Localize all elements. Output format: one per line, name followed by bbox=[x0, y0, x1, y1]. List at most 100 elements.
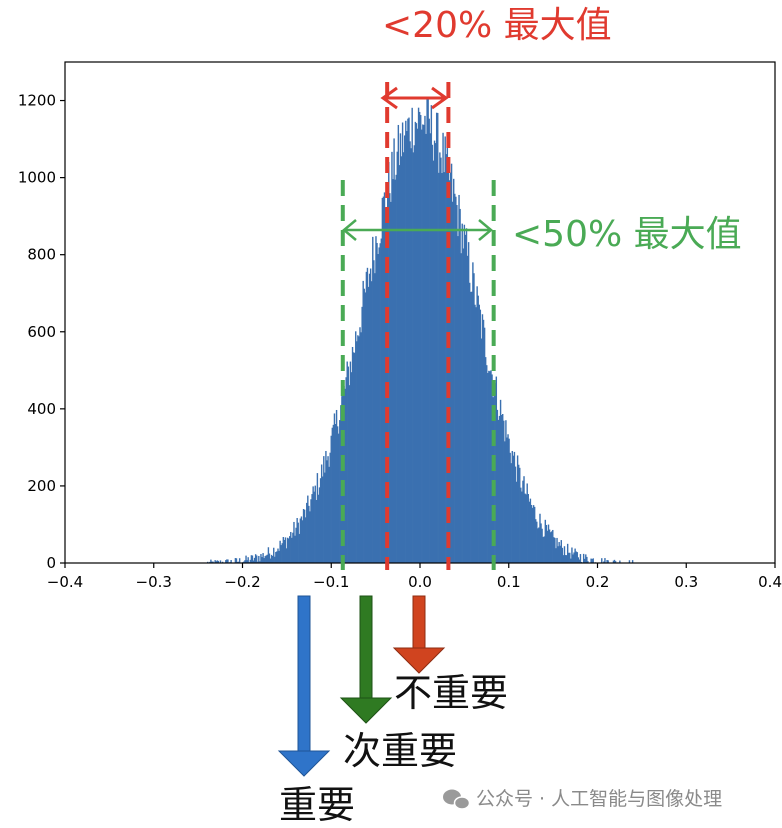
histogram-bar bbox=[451, 201, 454, 563]
histogram-bar bbox=[466, 255, 469, 563]
histogram-bar bbox=[244, 560, 246, 563]
histogram-bar bbox=[320, 464, 323, 563]
histogram-bar bbox=[500, 414, 503, 563]
histogram-bar bbox=[424, 115, 426, 564]
histogram-bar bbox=[400, 156, 403, 563]
histogram-bar bbox=[269, 558, 272, 563]
histogram-bar bbox=[364, 292, 367, 563]
histogram-bar bbox=[278, 550, 280, 563]
histogram-bar bbox=[513, 451, 516, 563]
histogram-bar bbox=[546, 530, 549, 563]
histogram-bar bbox=[536, 521, 538, 563]
histogram-bar bbox=[576, 552, 578, 563]
y-tick-label: 600 bbox=[27, 323, 56, 341]
histogram-bar bbox=[382, 196, 385, 563]
histogram-bar bbox=[556, 537, 558, 563]
histogram-bar bbox=[243, 561, 245, 563]
histogram-bar bbox=[401, 122, 404, 564]
histogram-bar bbox=[334, 424, 337, 563]
histogram-bar bbox=[545, 524, 548, 563]
x-tick-label: 0.2 bbox=[586, 573, 610, 591]
histogram-bar bbox=[306, 502, 308, 563]
histogram-bar bbox=[253, 557, 256, 563]
histogram-bar bbox=[276, 551, 278, 563]
histogram-bar bbox=[504, 441, 506, 563]
histogram-bar bbox=[555, 548, 557, 563]
histogram-bar bbox=[366, 267, 369, 563]
histogram-bar bbox=[454, 193, 456, 563]
histogram-bar bbox=[262, 553, 264, 563]
histogram-bar bbox=[514, 466, 517, 563]
histogram-bar bbox=[604, 558, 606, 563]
histogram-bar bbox=[279, 540, 281, 563]
histogram-bar bbox=[559, 545, 561, 563]
histogram-bar bbox=[390, 201, 392, 563]
histogram-bar bbox=[254, 554, 257, 563]
histogram-bar bbox=[442, 132, 444, 564]
histogram-bar bbox=[547, 524, 550, 563]
histogram-bar bbox=[476, 286, 478, 563]
y-tick-label: 1200 bbox=[18, 92, 56, 110]
histogram-bar bbox=[227, 559, 229, 563]
histogram-bar bbox=[397, 124, 400, 564]
histogram-bar bbox=[393, 138, 395, 564]
histogram-bar bbox=[381, 197, 384, 563]
histogram-bar bbox=[537, 528, 539, 563]
histogram-bar bbox=[301, 520, 304, 563]
y-tick-label: 0 bbox=[46, 554, 56, 572]
histogram-bar bbox=[438, 172, 440, 563]
histogram-bar bbox=[506, 437, 508, 563]
histogram-bar bbox=[494, 383, 496, 563]
histogram-bar bbox=[486, 365, 488, 563]
histogram-bar bbox=[543, 536, 545, 563]
histogram-bar bbox=[422, 124, 424, 563]
histogram-bar bbox=[291, 537, 293, 563]
y-tick-label: 800 bbox=[27, 246, 56, 264]
histogram-bar bbox=[247, 557, 249, 563]
histogram-bar bbox=[311, 494, 313, 563]
histogram-bar bbox=[560, 540, 562, 563]
histogram-bar bbox=[524, 493, 526, 563]
histogram-bar bbox=[529, 498, 532, 563]
histogram-bar bbox=[300, 516, 303, 563]
histogram-bar bbox=[521, 491, 523, 563]
histogram-bar bbox=[613, 559, 616, 563]
x-tick-label: 0.4 bbox=[758, 573, 782, 591]
histogram-bar bbox=[606, 560, 608, 563]
histogram-bar bbox=[246, 560, 248, 563]
histogram-bar bbox=[458, 194, 460, 563]
histogram-bar bbox=[268, 553, 271, 563]
histogram-bar bbox=[333, 413, 336, 563]
histogram-bar bbox=[270, 554, 273, 563]
histogram-bar bbox=[507, 434, 509, 563]
x-tick-label: −0.4 bbox=[47, 573, 83, 591]
histogram-bar bbox=[211, 561, 213, 563]
histogram-bar bbox=[510, 463, 512, 563]
histogram-bar bbox=[554, 537, 556, 563]
green-threshold-label: <50% 最大值 bbox=[512, 214, 742, 255]
histogram-bar bbox=[252, 560, 255, 563]
histogram-bar bbox=[490, 370, 492, 563]
histogram-bar bbox=[511, 450, 514, 563]
label-unimportant: 不重要 bbox=[394, 671, 508, 715]
histogram-bar bbox=[263, 558, 265, 563]
histogram-bar bbox=[280, 545, 282, 563]
histogram-bar bbox=[601, 558, 603, 563]
y-tick-label: 400 bbox=[27, 400, 56, 418]
histogram-bar bbox=[586, 556, 588, 563]
red-threshold-label: <20% 最大值 bbox=[382, 5, 612, 46]
histogram-bar bbox=[260, 554, 262, 563]
histogram-bar bbox=[433, 140, 436, 563]
histogram-bar bbox=[550, 531, 553, 563]
histogram-bar bbox=[497, 419, 500, 563]
wechat-icon bbox=[443, 789, 471, 810]
histogram-bar bbox=[407, 118, 409, 564]
histogram-bar bbox=[258, 555, 260, 563]
histogram-bar bbox=[350, 372, 353, 563]
histogram-bar bbox=[533, 506, 536, 563]
histogram-bar bbox=[561, 547, 564, 563]
x-tick-label: −0.1 bbox=[313, 573, 349, 591]
histogram-bar bbox=[405, 120, 407, 564]
histogram-bar bbox=[412, 152, 414, 564]
histogram-bar bbox=[237, 561, 240, 563]
